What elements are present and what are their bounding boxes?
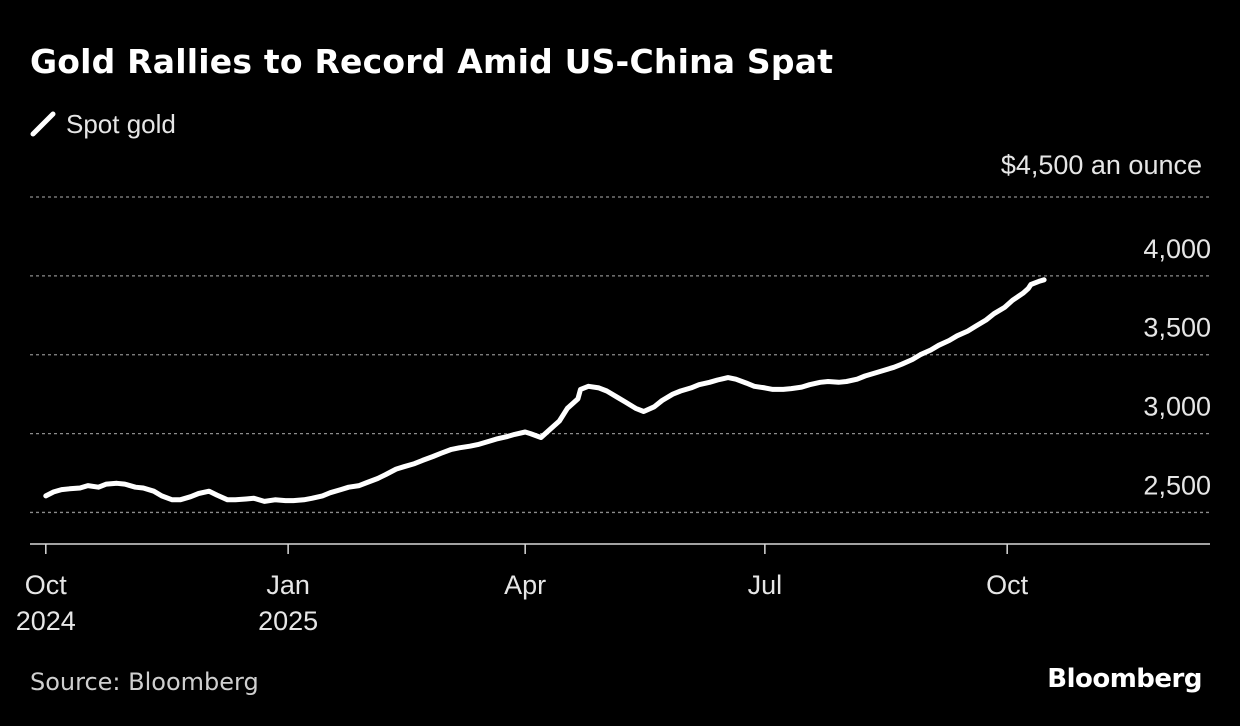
y-tick-label: 3,000	[1143, 392, 1211, 422]
x-tick-label: Oct	[986, 570, 1029, 600]
y-tick-labels: 4,000 3,500 3,000 2,500	[1143, 234, 1211, 501]
series-layer	[43, 277, 1047, 504]
y-axis-unit-label: $4,500 an ounce	[1000, 150, 1202, 180]
x-tick-label: Apr	[504, 570, 546, 600]
x-axis-ticks: Oct 2024 Jan 2025 Apr Jul Oct	[16, 544, 1029, 636]
x-tick-sublabel: 2025	[258, 606, 318, 636]
chart-title: Gold Rallies to Record Amid US-China Spa…	[30, 42, 834, 81]
source-note: Source: Bloomberg	[30, 668, 259, 696]
series-line-spot-gold	[43, 277, 1047, 504]
x-tick-label: Jan	[266, 570, 310, 600]
y-tick-label: 4,000	[1143, 234, 1211, 264]
x-tick-label: Jul	[748, 570, 783, 600]
x-tick-sublabel: 2024	[16, 606, 76, 636]
y-tick-label: 3,500	[1143, 313, 1211, 343]
y-tick-label: 2,500	[1143, 470, 1211, 500]
legend-label: Spot gold	[66, 108, 176, 139]
gridlines	[30, 196, 1210, 514]
x-tick-label: Oct	[25, 570, 68, 600]
legend: Spot gold	[30, 108, 176, 140]
bloomberg-logo: Bloomberg	[1047, 664, 1202, 694]
legend-line-icon	[30, 111, 56, 137]
